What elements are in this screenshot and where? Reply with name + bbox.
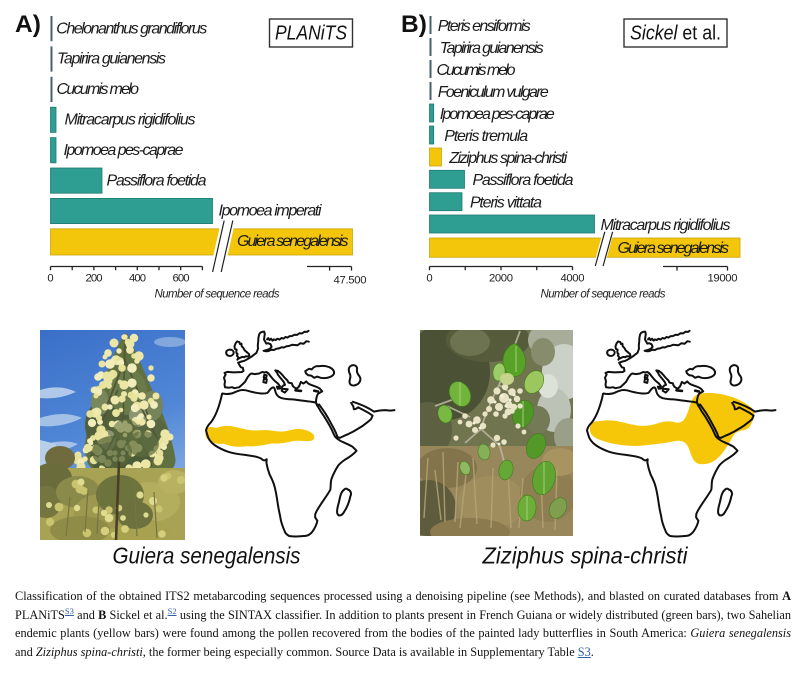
svg-text:Mitracarpus rigidifolius: Mitracarpus rigidifolius bbox=[65, 112, 196, 129]
svg-text:Ziziphus spina-christi: Ziziphus spina-christi bbox=[482, 543, 689, 569]
svg-text:Guiera senegalensis: Guiera senegalensis bbox=[237, 233, 349, 250]
svg-text:Ipomoea imperati: Ipomoea imperati bbox=[219, 203, 322, 220]
svg-text:Cucumis melo: Cucumis melo bbox=[437, 62, 516, 79]
svg-text:Chelonanthus grandiflorus: Chelonanthus grandiflorus bbox=[56, 20, 207, 37]
svg-text:600: 600 bbox=[173, 273, 190, 285]
svg-text:0: 0 bbox=[47, 273, 53, 285]
svg-text:A): A) bbox=[15, 11, 41, 38]
svg-text:19000: 19000 bbox=[708, 273, 738, 285]
svg-text:200: 200 bbox=[86, 273, 103, 285]
svg-text:Tapirira guianensis: Tapirira guianensis bbox=[57, 51, 166, 68]
svg-text:2000: 2000 bbox=[489, 273, 513, 285]
svg-text:PLANiTS: PLANiTS bbox=[275, 23, 348, 45]
svg-text:400: 400 bbox=[129, 273, 146, 285]
svg-text:Sickel et al.: Sickel et al. bbox=[630, 23, 721, 45]
svg-text:Tapirira guianensis: Tapirira guianensis bbox=[440, 40, 544, 57]
svg-text:Mitracarpus rigidifolius: Mitracarpus rigidifolius bbox=[601, 217, 731, 234]
svg-text:Foeniculum vulgare: Foeniculum vulgare bbox=[438, 84, 549, 101]
svg-text:Passiflora foetida: Passiflora foetida bbox=[473, 172, 574, 189]
svg-text:Guiera senegalensis: Guiera senegalensis bbox=[618, 240, 730, 257]
svg-text:B): B) bbox=[401, 11, 427, 38]
svg-text:47.500: 47.500 bbox=[334, 275, 367, 287]
svg-text:Ziziphus spina-christi: Ziziphus spina-christi bbox=[448, 150, 567, 167]
svg-text:Number of sequence reads: Number of sequence reads bbox=[541, 289, 666, 301]
svg-text:Passiflora foetida: Passiflora foetida bbox=[107, 172, 207, 189]
svg-text:Pteris ensiformis: Pteris ensiformis bbox=[438, 18, 531, 35]
svg-text:Pteris vittata: Pteris vittata bbox=[470, 195, 542, 212]
svg-text:Cucumis melo: Cucumis melo bbox=[57, 81, 140, 98]
svg-text:Ipomoea pes-caprae: Ipomoea pes-caprae bbox=[64, 142, 184, 159]
svg-text:Number of sequence reads: Number of sequence reads bbox=[155, 289, 280, 301]
svg-text:Pteris tremula: Pteris tremula bbox=[444, 128, 528, 145]
svg-text:0: 0 bbox=[426, 273, 432, 285]
svg-text:Ipomoea pes-caprae: Ipomoea pes-caprae bbox=[440, 106, 555, 123]
svg-text:Guiera senegalensis: Guiera senegalensis bbox=[113, 543, 301, 569]
svg-text:4000: 4000 bbox=[561, 273, 585, 285]
